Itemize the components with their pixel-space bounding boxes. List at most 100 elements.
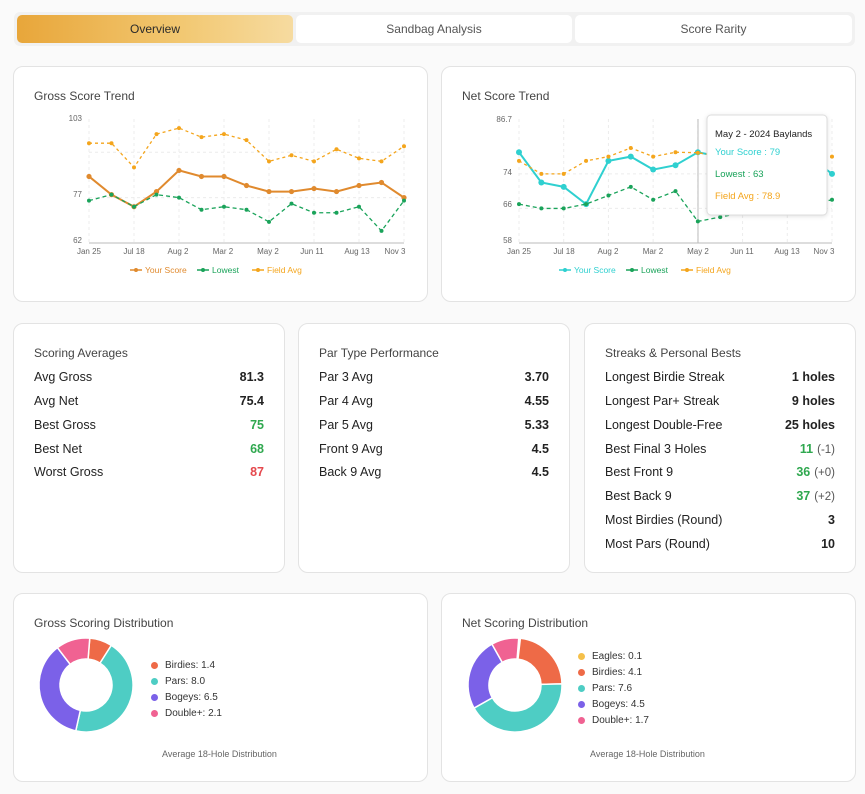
- data-point[interactable]: [222, 132, 226, 137]
- data-point[interactable]: [312, 210, 316, 215]
- donut-slice-pars[interactable]: [74, 644, 134, 733]
- data-point[interactable]: [132, 165, 136, 170]
- data-point[interactable]: [402, 144, 406, 149]
- data-point[interactable]: [606, 193, 611, 198]
- data-point[interactable]: [379, 159, 384, 164]
- stat-value: 5.33: [524, 418, 549, 432]
- donut-slice-doubleplus[interactable]: [490, 637, 520, 664]
- data-point[interactable]: [517, 158, 521, 163]
- data-point[interactable]: [356, 182, 362, 189]
- data-point[interactable]: [516, 149, 522, 156]
- data-point[interactable]: [222, 204, 226, 209]
- data-point[interactable]: [605, 157, 612, 164]
- stat-delta: (-1): [817, 444, 835, 456]
- data-point[interactable]: [154, 192, 159, 197]
- data-point[interactable]: [199, 207, 204, 212]
- data-point[interactable]: [357, 204, 361, 209]
- data-point[interactable]: [402, 198, 406, 203]
- legend-field-avg[interactable]: Field Avg: [696, 265, 731, 275]
- data-point[interactable]: [132, 204, 136, 209]
- data-point[interactable]: [695, 150, 700, 155]
- data-point[interactable]: [198, 173, 205, 180]
- data-point[interactable]: [538, 179, 545, 186]
- data-point[interactable]: [266, 188, 272, 195]
- data-point[interactable]: [288, 188, 295, 195]
- data-point[interactable]: [561, 171, 566, 176]
- data-point[interactable]: [289, 153, 294, 158]
- data-point[interactable]: [517, 202, 521, 207]
- data-point[interactable]: [560, 183, 567, 190]
- data-point[interactable]: [333, 188, 340, 195]
- data-point[interactable]: [829, 170, 835, 177]
- donut-slice-doubleplus[interactable]: [56, 637, 91, 666]
- data-point[interactable]: [695, 219, 700, 224]
- data-point[interactable]: [651, 197, 656, 202]
- data-point[interactable]: [539, 206, 544, 211]
- data-point[interactable]: [87, 141, 91, 146]
- data-point[interactable]: [244, 138, 249, 143]
- donut-slice-bogeys[interactable]: [38, 646, 82, 732]
- data-point[interactable]: [109, 192, 114, 197]
- data-point[interactable]: [199, 135, 204, 140]
- stat-value: 10: [821, 537, 835, 551]
- donut-slice-pars[interactable]: [473, 683, 563, 733]
- data-point[interactable]: [650, 166, 657, 173]
- tab-sandbag-analysis[interactable]: Sandbag Analysis: [296, 15, 572, 43]
- data-point[interactable]: [628, 184, 633, 189]
- data-point[interactable]: [153, 188, 160, 195]
- data-point[interactable]: [673, 189, 678, 194]
- tab-score-rarity[interactable]: Score Rarity: [575, 15, 852, 43]
- donut-slice-birdies[interactable]: [517, 637, 563, 686]
- stat-label: Par 5 Avg: [319, 418, 373, 432]
- data-point[interactable]: [561, 206, 566, 211]
- data-point[interactable]: [334, 147, 339, 152]
- x-tick-label: Jan 25: [77, 247, 102, 256]
- data-point[interactable]: [86, 173, 92, 180]
- data-point[interactable]: [176, 167, 182, 174]
- data-point[interactable]: [718, 215, 723, 220]
- stat-row: Avg Gross 81.3: [34, 367, 264, 387]
- legend-item: Double+: 2.1: [151, 708, 222, 719]
- legend-your-score[interactable]: Your Score: [145, 265, 187, 275]
- x-tick-label: Jun 11: [300, 247, 324, 256]
- data-point[interactable]: [109, 141, 114, 146]
- data-point[interactable]: [357, 156, 361, 161]
- legend-lowest[interactable]: Lowest: [641, 265, 669, 275]
- data-point[interactable]: [584, 158, 589, 163]
- tab-overview[interactable]: Overview: [17, 15, 293, 43]
- data-point[interactable]: [221, 173, 227, 180]
- data-point[interactable]: [311, 185, 317, 192]
- data-point[interactable]: [267, 159, 271, 164]
- data-point[interactable]: [312, 159, 316, 164]
- y-tick-label: 77: [73, 190, 82, 199]
- data-point[interactable]: [379, 228, 384, 233]
- stat-value: 25 holes: [784, 418, 835, 432]
- data-point[interactable]: [673, 150, 678, 155]
- data-point[interactable]: [267, 219, 271, 224]
- x-tick-label: Jun 11: [730, 247, 754, 256]
- data-point[interactable]: [628, 145, 633, 150]
- data-point[interactable]: [830, 197, 834, 202]
- data-point[interactable]: [651, 154, 656, 159]
- data-point[interactable]: [627, 153, 634, 160]
- data-point[interactable]: [830, 154, 834, 159]
- data-point[interactable]: [244, 207, 249, 212]
- data-point[interactable]: [289, 201, 294, 206]
- data-point[interactable]: [606, 154, 611, 159]
- data-point[interactable]: [584, 202, 589, 207]
- data-point[interactable]: [378, 179, 385, 186]
- data-point[interactable]: [334, 210, 339, 215]
- legend-lowest[interactable]: Lowest: [212, 265, 240, 275]
- data-point[interactable]: [672, 162, 679, 169]
- distribution-caption: Average 18-Hole Distribution: [162, 749, 277, 759]
- legend-field-avg[interactable]: Field Avg: [267, 265, 302, 275]
- data-point[interactable]: [154, 132, 159, 137]
- data-point[interactable]: [87, 198, 91, 203]
- data-point[interactable]: [243, 182, 250, 189]
- legend-your-score[interactable]: Your Score: [574, 265, 616, 275]
- data-point[interactable]: [177, 195, 181, 200]
- data-point[interactable]: [177, 126, 181, 131]
- x-tick-label: Jul 18: [123, 247, 145, 256]
- data-point[interactable]: [539, 171, 544, 176]
- data-point[interactable]: [401, 195, 407, 201]
